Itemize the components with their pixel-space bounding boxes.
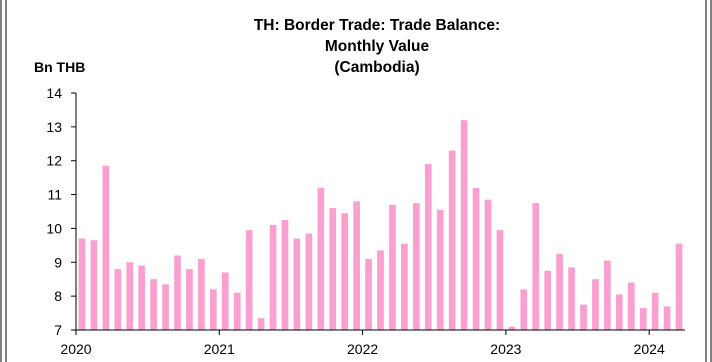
bar-50 — [663, 306, 671, 330]
x-tick-label-2023: 2023 — [490, 341, 521, 357]
bar-4 — [114, 269, 122, 330]
bar-33 — [460, 120, 468, 330]
x-tick-label-2021: 2021 — [204, 341, 235, 357]
bar-10 — [186, 269, 193, 330]
bar-45 — [604, 260, 611, 330]
bar-46 — [615, 294, 623, 330]
bar-20 — [305, 233, 313, 330]
x-tick-label-2020: 2020 — [60, 341, 91, 357]
bar-29 — [412, 203, 420, 330]
y-tick-label-5: 12 — [46, 153, 62, 169]
bar-31 — [436, 209, 444, 330]
bar-39 — [532, 203, 540, 330]
bar-8 — [162, 284, 169, 330]
bar-11 — [198, 258, 205, 330]
bar-51 — [675, 243, 683, 330]
bar-2 — [90, 240, 98, 330]
bar-38 — [520, 289, 528, 330]
bar-44 — [592, 279, 599, 330]
y-tick-label-7: 14 — [46, 85, 62, 101]
bar-6 — [138, 265, 146, 330]
bar-22 — [329, 208, 337, 330]
bar-28 — [401, 243, 408, 330]
bar-13 — [221, 272, 229, 330]
x-tick-label-2024: 2024 — [634, 341, 665, 357]
bar-48 — [639, 307, 647, 330]
bar-27 — [389, 204, 396, 330]
y-tick-label-3: 10 — [46, 220, 62, 236]
bar-3 — [102, 165, 110, 330]
bar-42 — [568, 267, 575, 330]
bar-35 — [484, 199, 492, 330]
bar-36 — [496, 230, 504, 330]
y-tick-label-2: 9 — [54, 254, 62, 270]
y-tick-label-1: 8 — [54, 288, 62, 304]
bar-30 — [424, 164, 432, 330]
x-axis-ticks: 2020 2021 2022 2023 2024 — [60, 330, 665, 357]
bar-5 — [126, 262, 134, 330]
bar-1 — [78, 238, 86, 330]
x-tick-label-2022: 2022 — [347, 341, 378, 357]
y-tick-label-4: 11 — [47, 187, 62, 203]
bar-40 — [544, 270, 552, 330]
bar-24 — [353, 201, 360, 330]
bar-14 — [233, 292, 241, 330]
bar-9 — [174, 255, 181, 330]
bar-21 — [317, 187, 325, 330]
chart-title-line-1: TH: Border Trade: Trade Balance: — [254, 17, 500, 34]
bar-7 — [150, 279, 157, 330]
bar-18 — [281, 219, 289, 330]
y-tick-label-6: 13 — [46, 119, 62, 135]
bar-37 — [508, 326, 516, 330]
bar-25 — [365, 258, 372, 330]
y-axis-unit-label: Bn THB — [34, 59, 85, 75]
bar-17 — [269, 225, 277, 330]
bar-41 — [556, 253, 563, 330]
bar-23 — [341, 213, 349, 330]
chart-title-line-2: Monthly Value — [325, 38, 430, 55]
bar-34 — [472, 187, 480, 330]
bar-19 — [293, 238, 301, 330]
bar-16 — [257, 318, 265, 330]
bar-15 — [245, 230, 253, 330]
bar-43 — [580, 304, 587, 330]
bar-12 — [209, 289, 217, 330]
y-tick-label-0: 7 — [54, 322, 62, 338]
bar-26 — [377, 250, 384, 330]
bar-series — [78, 120, 683, 330]
y-axis-ticks: 7 8 9 10 11 12 13 14 — [46, 85, 76, 338]
bar-49 — [651, 292, 659, 330]
chart-title-line-3: (Cambodia) — [334, 59, 419, 76]
bar-47 — [627, 282, 635, 330]
bar-32 — [448, 150, 456, 330]
